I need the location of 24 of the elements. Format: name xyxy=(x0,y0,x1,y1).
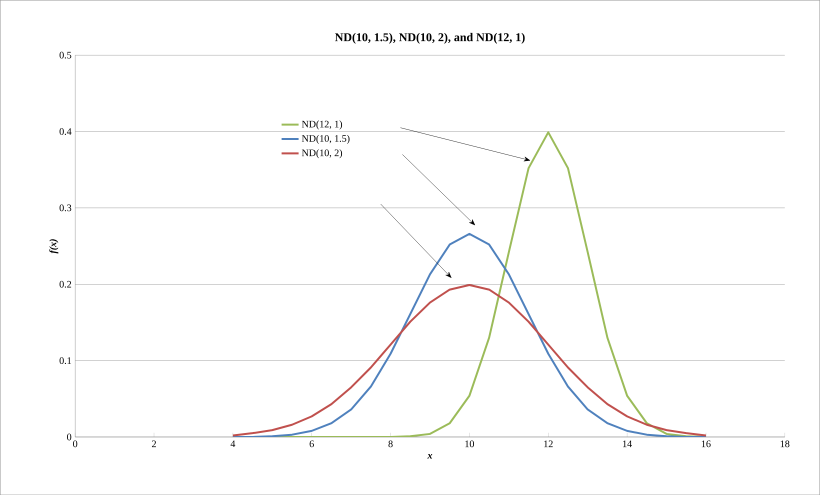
line-series xyxy=(232,232,707,437)
x-tick-label: 8 xyxy=(388,440,393,448)
x-tick-label: 18 xyxy=(780,440,790,448)
x-axis-title: x xyxy=(427,454,432,459)
x-tick-label: 12 xyxy=(544,440,553,448)
legend-label: ND(10, 2) xyxy=(302,149,342,158)
y-tick-label: 0.1 xyxy=(60,357,72,364)
chart-title: ND(10, 1.5), ND(10, 2), and ND(12, 1) xyxy=(334,32,525,44)
y-tick-label: 0.3 xyxy=(60,204,72,212)
legend-label: ND(10, 1.5) xyxy=(302,134,350,144)
y-tick-label: 0.2 xyxy=(60,280,72,288)
x-tick-label: 14 xyxy=(623,440,632,447)
y-tick-label: 0.5 xyxy=(60,52,72,58)
x-tick-label: 10 xyxy=(465,440,474,448)
y-axis-title: f(x) xyxy=(49,239,58,254)
y-tick-label: 0 xyxy=(67,434,72,440)
x-tick-label: 4 xyxy=(230,440,236,447)
line-series xyxy=(232,284,707,436)
x-tick-label: 2 xyxy=(152,440,156,448)
x-tick-label: 16 xyxy=(702,440,711,448)
legend-label: ND(12, 1) xyxy=(302,120,342,130)
y-tick-label: 0.4 xyxy=(60,128,72,135)
x-tick-label: 6 xyxy=(310,440,314,448)
x-tick-label: 0 xyxy=(73,440,78,448)
